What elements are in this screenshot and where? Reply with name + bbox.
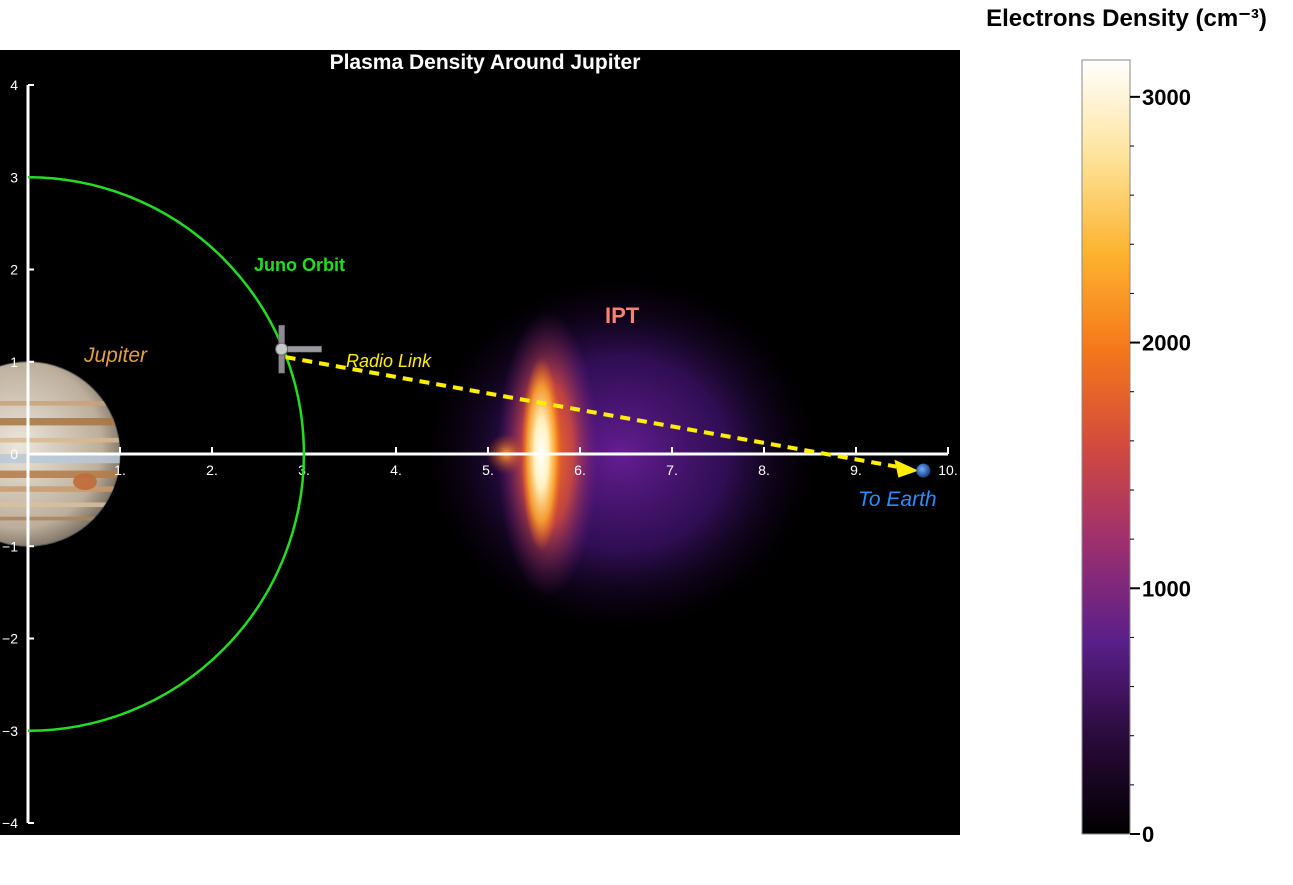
y-tick-label: 0 — [10, 446, 18, 462]
x-tick-label: 5. — [482, 462, 494, 478]
radio-link-label: Radio Link — [346, 351, 432, 371]
y-tick-label: 4 — [10, 77, 18, 93]
colorbar-tick-label: 3000 — [1142, 85, 1191, 110]
y-tick-label: −3 — [2, 723, 18, 739]
x-tick-label: 10. — [938, 462, 957, 478]
jupiter-bands — [0, 400, 120, 521]
colorbar-tick-label: 0 — [1142, 822, 1154, 847]
colorbar-tick-label: 1000 — [1142, 576, 1191, 601]
radio-link-line — [285, 355, 897, 469]
chart-title: Plasma Density Around Jupiter — [329, 51, 641, 74]
colorbar-title: Electrons Density (cm⁻³) — [986, 5, 1267, 32]
x-tick-label: 9. — [850, 462, 862, 478]
juno-orbit-label: Juno Orbit — [254, 255, 345, 275]
y-tick-label: −2 — [2, 631, 18, 647]
plot-area: 4 3 2 1 0 −1 −2 −3 −4 1. 2. 3. 4. 5. 6. 7. 8. 9. 10. — [0, 50, 960, 835]
colorbar-gradient — [1081, 59, 1131, 835]
x-tick-label: 1. — [114, 462, 126, 478]
x-tick-label: 2. — [206, 462, 218, 478]
juno-orbit — [27, 176, 306, 732]
y-tick-label: −4 — [2, 815, 18, 831]
x-tick-label: 8. — [758, 462, 770, 478]
y-tick-label: 3 — [10, 169, 18, 185]
great-red-spot — [73, 473, 97, 490]
radio-link-arrowhead — [894, 459, 919, 478]
x-tick-label: 7. — [666, 462, 678, 478]
colorbar: 3000 2000 1000 0 — [1081, 59, 1191, 847]
jupiter-label: Jupiter — [84, 344, 148, 367]
y-tick-label: 2 — [10, 262, 18, 278]
earth-icon — [916, 463, 931, 478]
y-tick-label: −1 — [2, 538, 18, 554]
juno-spacecraft-icon — [275, 324, 322, 374]
colorbar-tick-label: 2000 — [1142, 331, 1191, 356]
x-tick-label: 6. — [574, 462, 586, 478]
y-tick-label: 1 — [10, 354, 18, 370]
ipt-label: IPT — [605, 303, 640, 328]
x-tick-label: 4. — [390, 462, 402, 478]
to-earth-label: To Earth — [858, 488, 937, 511]
